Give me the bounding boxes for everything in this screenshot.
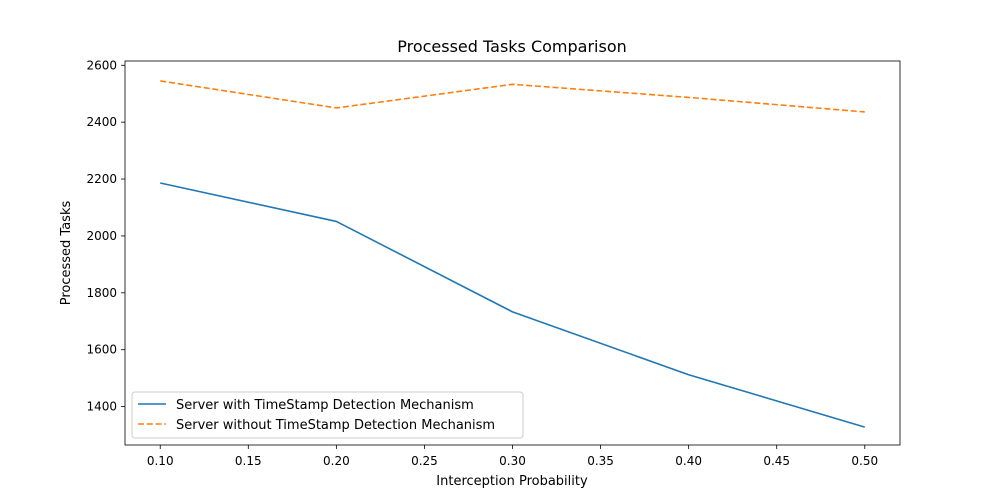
y-tick-label: 1800	[86, 286, 117, 300]
series-line-0	[160, 182, 865, 428]
legend-label-1: Server without TimeStamp Detection Mecha…	[176, 418, 495, 433]
y-tick-label: 1600	[86, 343, 117, 357]
x-tick-label: 0.25	[411, 454, 438, 468]
legend: Server with TimeStamp Detection Mechanis…	[131, 391, 524, 439]
y-tick-label: 2200	[86, 172, 117, 186]
y-axis-ticks: 1400 1600 1800 2000 2200 2400 2600	[86, 58, 125, 414]
x-tick-label: 0.30	[499, 454, 526, 468]
y-axis-label: Processed Tasks	[59, 201, 74, 306]
x-axis-ticks: 0.10 0.15 0.20 0.25 0.30 0.35 0.40 0.45 0.50	[147, 445, 878, 468]
legend-box	[131, 391, 524, 439]
x-axis-label: Interception Probability	[436, 474, 588, 489]
x-tick-label: 0.10	[147, 454, 174, 468]
x-tick-label: 0.50	[851, 454, 878, 468]
x-tick-label: 0.40	[675, 454, 702, 468]
plot-area: 0.10 0.15 0.20 0.25 0.30 0.35 0.40 0.45 0.50 1400…	[86, 58, 901, 468]
x-tick-label: 0.20	[323, 454, 350, 468]
x-tick-label: 0.45	[763, 454, 790, 468]
legend-label-0: Server with TimeStamp Detection Mechanis…	[176, 398, 474, 413]
series-group	[160, 80, 865, 428]
y-tick-label: 2400	[86, 115, 117, 129]
chart-title: Processed Tasks Comparison	[397, 37, 627, 56]
plot-frame	[124, 60, 901, 446]
series-line-1	[160, 80, 865, 113]
y-tick-label: 1400	[86, 400, 117, 414]
x-tick-label: 0.35	[587, 454, 614, 468]
y-tick-label: 2000	[86, 229, 117, 243]
y-tick-label: 2600	[86, 58, 117, 72]
x-tick-label: 0.15	[235, 454, 262, 468]
